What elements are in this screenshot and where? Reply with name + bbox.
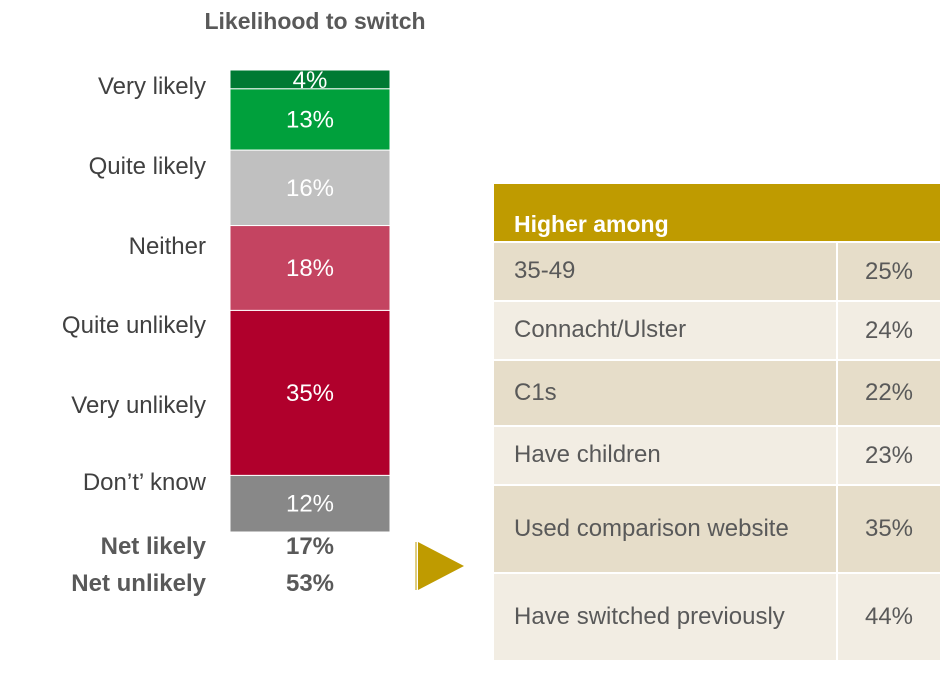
panel-row-value: 44% (836, 574, 940, 660)
panel-row-label: Connacht/Ulster (514, 316, 687, 344)
panel-row-label: 35-49 (514, 257, 576, 285)
bar-segment-1 (229, 88, 391, 151)
chart-title: Likelihood to switch (204, 8, 426, 34)
bar-segment-label-5: 12% (286, 491, 334, 518)
net-unlikely-value: 53% (285, 570, 335, 597)
bar-segment-4 (229, 309, 391, 476)
bar-segment-label-2: 16% (286, 175, 334, 202)
category-label-very-unlikely: Very unlikely (71, 392, 206, 419)
panel-row-value: 24% (836, 302, 940, 359)
panel-row-label: Used comparison website (514, 514, 789, 542)
category-label-quite-likely: Quite likely (88, 153, 206, 180)
panel-row: Connacht/Ulster 24% (494, 300, 940, 359)
panel-row-value: 25% (836, 243, 940, 300)
bar-segment-2 (229, 149, 391, 227)
bar-segment-3 (229, 225, 391, 311)
net-likely-label: Net likely (100, 533, 206, 560)
higher-among-panel: Higher among 35-49 25% Connacht/Ulster 2… (494, 184, 940, 660)
panel-row: 35-49 25% (494, 241, 940, 300)
panel-header: Higher among (494, 184, 940, 241)
category-label-neither: Neither (128, 233, 206, 260)
panel-row-label: Have switched previously (514, 602, 785, 630)
panel-row: C1s 22% (494, 359, 940, 425)
panel-row-label: C1s (514, 378, 557, 406)
panel-row: Have switched previously 44% (494, 572, 940, 660)
panel-row-value: 23% (836, 427, 940, 484)
category-label-very-likely: Very likely (97, 73, 206, 100)
panel-row-value: 22% (836, 361, 940, 425)
bar-segment-label-3: 18% (286, 255, 334, 282)
bar-segment-5 (229, 474, 391, 533)
panel-row: Have children 23% (494, 425, 940, 484)
bar-segment-label-1: 13% (286, 107, 334, 134)
arrow-icon (415, 542, 464, 590)
stacked-bar-chart: 4%13%16%18%35%12% (229, 67, 391, 533)
bar-segment-label-4: 35% (286, 380, 334, 407)
net-unlikely-label: Net unlikely (71, 570, 206, 597)
panel-row: Used comparison website 35% (494, 484, 940, 572)
panel-row-label: Have children (514, 441, 661, 469)
category-label-dont-know: Don’t’ know (82, 469, 206, 496)
category-label-quite-unlikely: Quite unlikely (61, 312, 206, 339)
net-likely-value: 17% (285, 533, 335, 560)
panel-row-value: 35% (836, 486, 940, 572)
